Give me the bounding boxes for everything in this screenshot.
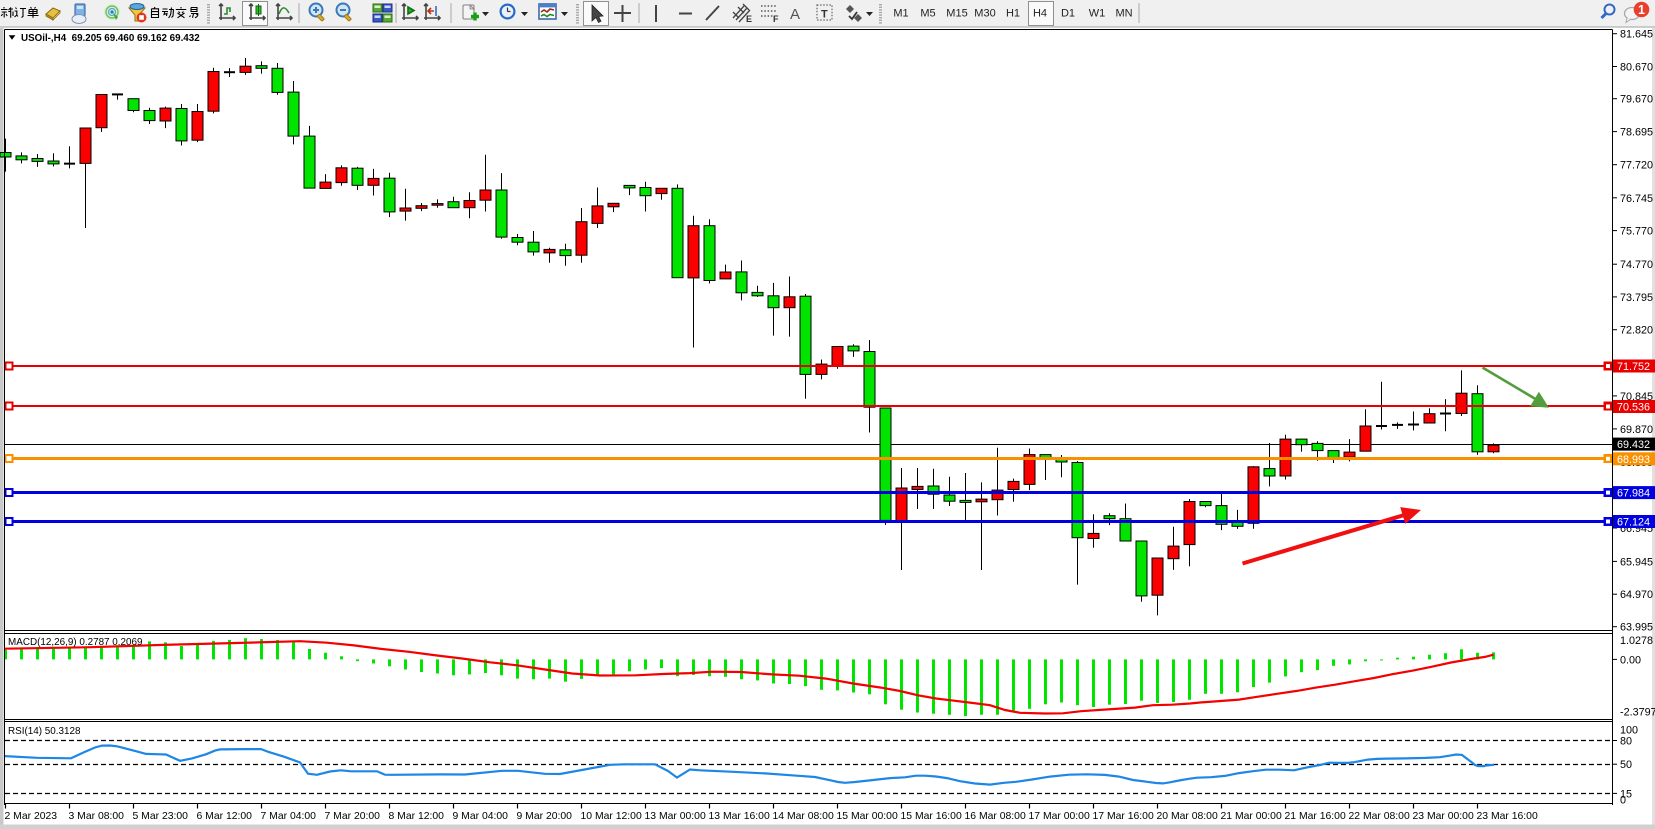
svg-text:50: 50 bbox=[1620, 759, 1632, 771]
svg-text:15: 15 bbox=[1620, 788, 1632, 800]
svg-text:1.0278: 1.0278 bbox=[1620, 635, 1653, 647]
svg-text:77.720: 77.720 bbox=[1620, 160, 1653, 172]
svg-text:21 Mar 16:00: 21 Mar 16:00 bbox=[1285, 811, 1346, 822]
svg-text:69.870: 69.870 bbox=[1620, 424, 1653, 436]
svg-text:M5: M5 bbox=[920, 8, 935, 20]
svg-text:79.670: 79.670 bbox=[1620, 94, 1653, 106]
svg-text:23 Mar 00:00: 23 Mar 00:00 bbox=[1413, 811, 1474, 822]
svg-text:13 Mar 00:00: 13 Mar 00:00 bbox=[645, 811, 706, 822]
svg-text:14 Mar 08:00: 14 Mar 08:00 bbox=[773, 811, 834, 822]
svg-text:D1: D1 bbox=[1061, 8, 1075, 20]
svg-text:7 Mar 04:00: 7 Mar 04:00 bbox=[261, 811, 317, 822]
svg-text:MACD(12,26,9) 0.2787 0.2069: MACD(12,26,9) 0.2787 0.2069 bbox=[8, 637, 143, 648]
svg-text:75.770: 75.770 bbox=[1620, 226, 1653, 238]
svg-text:10 Mar 12:00: 10 Mar 12:00 bbox=[581, 811, 642, 822]
svg-text:7 Mar 20:00: 7 Mar 20:00 bbox=[325, 811, 381, 822]
svg-text:USOil-,H4 69.205 69.460 69.16: USOil-,H4 69.205 69.460 69.162 69.432 bbox=[21, 33, 200, 44]
svg-text:6 Mar 12:00: 6 Mar 12:00 bbox=[197, 811, 253, 822]
svg-text:0.00: 0.00 bbox=[1620, 654, 1641, 666]
svg-text:74.770: 74.770 bbox=[1620, 259, 1653, 271]
svg-text:MN: MN bbox=[1115, 8, 1132, 20]
svg-text:70.845: 70.845 bbox=[1620, 391, 1653, 403]
svg-text:22 Mar 08:00: 22 Mar 08:00 bbox=[1349, 811, 1410, 822]
svg-text:65.945: 65.945 bbox=[1620, 556, 1653, 568]
svg-text:64.970: 64.970 bbox=[1620, 589, 1653, 601]
svg-text:M15: M15 bbox=[946, 8, 967, 20]
svg-text:W1: W1 bbox=[1089, 8, 1106, 20]
svg-text:70.536: 70.536 bbox=[1617, 402, 1650, 414]
svg-text:80.670: 80.670 bbox=[1620, 62, 1653, 74]
svg-text:72.820: 72.820 bbox=[1620, 325, 1653, 337]
svg-text:T: T bbox=[821, 9, 828, 21]
svg-text:5 Mar 23:00: 5 Mar 23:00 bbox=[133, 811, 189, 822]
svg-text:71.752: 71.752 bbox=[1617, 361, 1650, 373]
svg-text:73.795: 73.795 bbox=[1620, 292, 1653, 304]
svg-text:100: 100 bbox=[1620, 725, 1638, 737]
svg-text:20 Mar 08:00: 20 Mar 08:00 bbox=[1157, 811, 1218, 822]
svg-text:RSI(14) 50.3128: RSI(14) 50.3128 bbox=[8, 726, 81, 737]
svg-text:0: 0 bbox=[1620, 795, 1626, 807]
svg-text:78.695: 78.695 bbox=[1620, 127, 1653, 139]
svg-text:67.984: 67.984 bbox=[1617, 488, 1650, 500]
svg-text:M30: M30 bbox=[974, 8, 995, 20]
svg-text:E: E bbox=[746, 14, 752, 24]
svg-text:15 Mar 00:00: 15 Mar 00:00 bbox=[837, 811, 898, 822]
svg-text:63.995: 63.995 bbox=[1620, 622, 1653, 634]
svg-text:76.745: 76.745 bbox=[1620, 193, 1653, 205]
svg-text:23 Mar 16:00: 23 Mar 16:00 bbox=[1477, 811, 1538, 822]
svg-text:67.124: 67.124 bbox=[1617, 517, 1650, 529]
svg-text:80: 80 bbox=[1620, 736, 1632, 748]
svg-text:3 Mar 08:00: 3 Mar 08:00 bbox=[69, 811, 125, 822]
svg-text:17 Mar 16:00: 17 Mar 16:00 bbox=[1093, 811, 1154, 822]
svg-text:H1: H1 bbox=[1006, 8, 1020, 20]
svg-text:H4: H4 bbox=[1033, 8, 1047, 20]
svg-text:2 Mar 2023: 2 Mar 2023 bbox=[5, 811, 58, 822]
svg-text:68.993: 68.993 bbox=[1617, 454, 1650, 466]
svg-text:15 Mar 16:00: 15 Mar 16:00 bbox=[901, 811, 962, 822]
svg-text:81.645: 81.645 bbox=[1620, 29, 1653, 41]
svg-text:69.432: 69.432 bbox=[1617, 439, 1650, 451]
svg-text:A: A bbox=[790, 6, 800, 23]
svg-text:-2.3797: -2.3797 bbox=[1620, 707, 1655, 719]
svg-text:21 Mar 00:00: 21 Mar 00:00 bbox=[1221, 811, 1282, 822]
svg-text:16 Mar 08:00: 16 Mar 08:00 bbox=[965, 811, 1026, 822]
svg-text:9 Mar 04:00: 9 Mar 04:00 bbox=[453, 811, 509, 822]
svg-text:1: 1 bbox=[1638, 3, 1645, 17]
svg-text:F: F bbox=[773, 14, 779, 24]
svg-text:M1: M1 bbox=[893, 8, 908, 20]
svg-text:9 Mar 20:00: 9 Mar 20:00 bbox=[517, 811, 573, 822]
svg-text:13 Mar 16:00: 13 Mar 16:00 bbox=[709, 811, 770, 822]
svg-text:17 Mar 00:00: 17 Mar 00:00 bbox=[1029, 811, 1090, 822]
svg-text:8 Mar 12:00: 8 Mar 12:00 bbox=[389, 811, 445, 822]
